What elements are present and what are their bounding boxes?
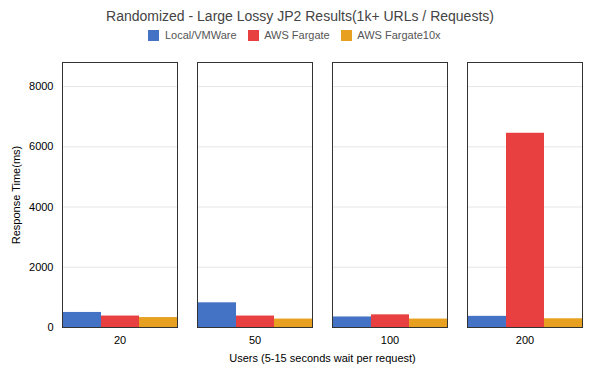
svg-text:2000: 2000: [29, 261, 53, 273]
html-text:AWS Fargate: AWS Fargate: [264, 29, 330, 42]
svg-text:20: 20: [114, 334, 126, 346]
svg-text:Response Time(ms): Response Time(ms): [10, 146, 22, 244]
svg-text:Users (5-15 seconds wait per r: Users (5-15 seconds wait per request): [229, 352, 415, 364]
svg-text:8000: 8000: [29, 80, 53, 92]
svg-text:0: 0: [47, 321, 53, 333]
html-text:AWS Fargate10x: AWS Fargate10x: [357, 29, 441, 42]
svg-text:50: 50: [249, 334, 261, 346]
html-text:Randomized - Large Lossy JP2 R: Randomized - Large Lossy JP2 Results(1k+…: [106, 8, 494, 24]
svg-text:4000: 4000: [29, 201, 53, 213]
html-text:Local/VMWare: Local/VMWare: [164, 29, 237, 42]
svg-text:200: 200: [516, 334, 534, 346]
svg-text:6000: 6000: [29, 140, 53, 152]
svg-text:100: 100: [381, 334, 399, 346]
